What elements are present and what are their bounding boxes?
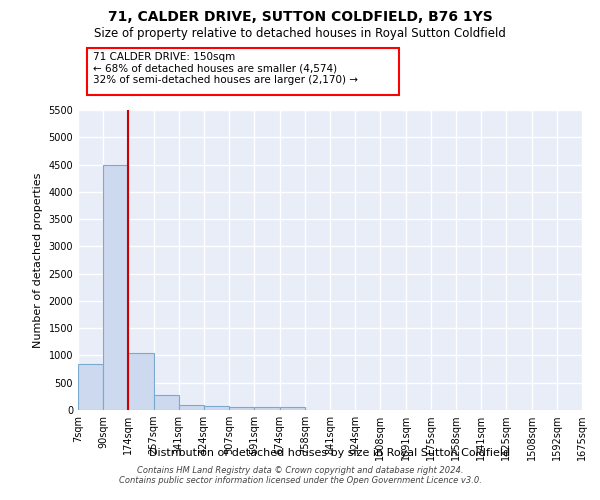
Text: Distribution of detached houses by size in Royal Sutton Coldfield: Distribution of detached houses by size …	[149, 448, 511, 458]
Text: 71 CALDER DRIVE: 150sqm
← 68% of detached houses are smaller (4,574)
32% of semi: 71 CALDER DRIVE: 150sqm ← 68% of detache…	[0, 499, 1, 500]
Text: 71 CALDER DRIVE: 150sqm
← 68% of detached houses are smaller (4,574)
32% of semi: 71 CALDER DRIVE: 150sqm ← 68% of detache…	[93, 52, 358, 84]
Text: Contains HM Land Registry data © Crown copyright and database right 2024.
Contai: Contains HM Land Registry data © Crown c…	[119, 466, 481, 485]
Bar	[254, 407, 280, 410]
Bar	[78, 364, 103, 410]
Bar	[154, 394, 179, 410]
Text: 71, CALDER DRIVE, SUTTON COLDFIELD, B76 1YS: 71, CALDER DRIVE, SUTTON COLDFIELD, B76 …	[107, 10, 493, 24]
Bar	[204, 406, 229, 410]
Bar	[103, 164, 128, 410]
Bar	[128, 352, 154, 410]
Bar	[280, 407, 305, 410]
Text: Size of property relative to detached houses in Royal Sutton Coldfield: Size of property relative to detached ho…	[94, 28, 506, 40]
Y-axis label: Number of detached properties: Number of detached properties	[33, 172, 43, 348]
Bar	[179, 405, 204, 410]
Bar	[229, 406, 254, 410]
